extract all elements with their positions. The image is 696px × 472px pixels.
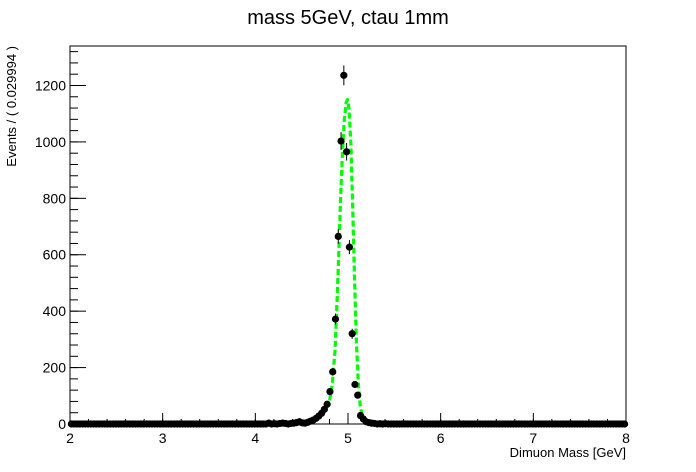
data-marker [331,315,340,323]
x-tick-label: 5 [344,430,352,446]
y-tick-label: 800 [43,190,67,206]
y-tick-label: 600 [43,247,67,263]
data-marker [326,387,334,396]
data-point [343,143,351,161]
fit-curve [70,98,626,426]
data-point [345,240,353,255]
data-point [329,367,337,376]
data-marker [329,368,337,376]
data-marker [337,137,345,145]
data-marker [343,148,351,156]
y-tick-label: 200 [43,360,67,376]
y-tick-label: 1200 [35,77,66,93]
data-marker [348,330,356,338]
data-marker [340,71,348,79]
y-axis-label: Events / ( 0.029994 ) [4,46,19,167]
y-tick-labels: 0 200 400 600 800 1000 1200 [35,77,66,432]
x-axis-label: Dimuon Mass [GeV] [510,445,626,460]
x-tick-label: 6 [437,430,445,446]
chart-title: mass 5GeV, ctau 1mm [247,7,449,29]
data-point [348,328,356,339]
fit-curve-layer [70,98,626,426]
x-tick-label: 7 [529,430,537,446]
y-tick-label: 0 [58,416,66,432]
data-point [354,391,362,399]
data-marker [323,400,331,408]
data-point [351,380,359,389]
data-point [621,420,629,428]
data-marker [345,243,353,251]
data-point [331,313,340,325]
data-point [337,132,345,150]
data-point [334,229,342,244]
data-point [326,387,334,396]
x-tick-label: 2 [66,430,74,446]
data-point [340,65,348,86]
plot-frame [69,45,627,425]
data-point [323,400,331,408]
x-tick-label: 3 [159,430,167,446]
x-tick-label: 4 [251,430,259,446]
x-tick-label: 8 [622,430,630,446]
data-marker [621,420,629,428]
data-marker [354,391,362,399]
data-points-layer [67,65,629,428]
y-tick-label: 400 [43,303,67,319]
data-marker [334,232,342,241]
x-tick-labels: 2 3 4 5 6 7 8 [66,430,630,446]
data-marker [351,380,359,389]
y-tick-label: 1000 [35,134,66,150]
